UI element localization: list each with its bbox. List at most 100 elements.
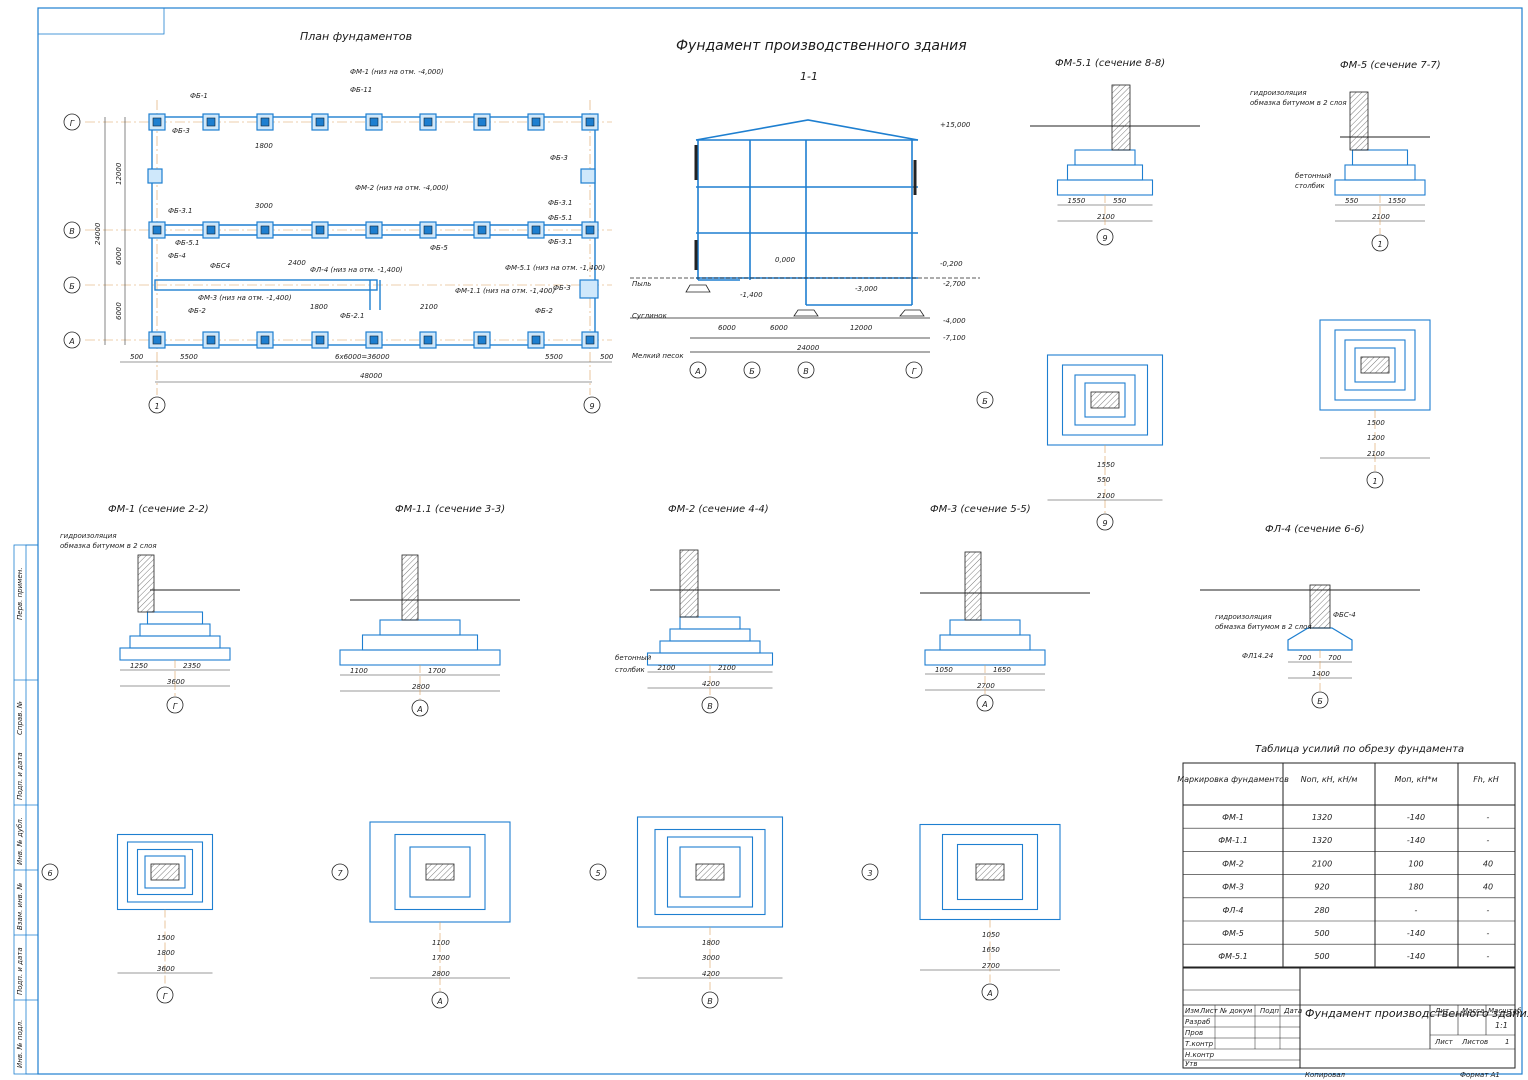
dim-label: 6000 [770,324,788,332]
table-cell: 920 [1314,883,1329,892]
dim-label: 550 [1097,476,1111,484]
axis-bubble [431,991,449,1009]
axis-bubble [981,983,999,1001]
column-section [1349,91,1369,151]
wall-block [1309,584,1331,629]
column-section [964,551,982,621]
plan-label: ФБ-3 [172,127,190,135]
foundation-plan-view: А 7 2800 1700 1100 [331,821,511,1009]
plan-label: ФБ-5 [430,244,448,252]
column-plan [1090,391,1120,409]
foundation-plan: Г В Б А 1 9 500 5500 6х6000=36000 5500 5… [63,68,614,414]
dim-label: 3000 [255,202,273,210]
dim-label: Б [982,397,988,406]
plan-label: ФБ-3.1 [168,207,193,215]
dim-label: 1100 [432,939,450,947]
column-socket [152,117,162,127]
note-label: столбик [615,666,646,674]
detail-title: ФМ-1.1 (сечение 3-3) [395,504,505,515]
foundation-plan-view: В 5 4200 3000 1800 [589,816,784,1009]
dim-label: 3600 [167,678,185,686]
dim-label: 12000 [115,162,123,185]
dim-label: 3000 [702,954,720,962]
plan-label: ФМ-2 (низ на отм. -4,000) [355,184,449,192]
plan-step [956,843,1024,901]
dim-label: 2100 [1372,213,1390,221]
foundation-plan-view: А 3 2700 1650 1050 [861,823,1061,1001]
column-socket [477,117,487,127]
plan-step [1084,382,1126,418]
column-socket [477,335,487,345]
dim-label: 1550 [1068,197,1086,205]
axis-label: А [694,367,700,376]
table-cell: -140 [1407,813,1425,822]
plan-step [654,828,766,916]
top-left-stamp [37,7,165,35]
axis-bubble [976,391,994,409]
note-label: столбик [1295,182,1326,190]
detail-title: ФМ-2 (сечение 4-4) [668,504,769,515]
plan-label: ФБ-1 [190,92,208,100]
table-cell: ФМ-2 [1222,859,1244,868]
dim-label: 2700 [982,962,1000,970]
detail-title: ФМ-1 (сечение 2-2) [108,504,209,515]
table-cell: 2100 [1312,859,1332,868]
plan-step [941,833,1039,911]
dim-label: А [436,997,442,1006]
dim-label: 24000 [797,344,820,352]
column-foundation [579,279,599,299]
dim-label: 1700 [432,954,450,962]
dim-label: 9 [1102,234,1107,243]
note-label: обмазка битумом в 2 слоя [60,542,157,550]
foundation-section [339,554,501,666]
table-title: Таблица усилий по обрезу фундамента [1255,743,1464,755]
column-socket [260,117,270,127]
dim-label: 700 [1298,654,1312,662]
foundation-plan-views: Г6360018001500А7280017001100В54200300018… [41,319,1431,1009]
sheet-frame [37,7,1523,1075]
dim-label: 5 [595,869,600,878]
detail-title: ФМ-3 (сечение 5-5) [930,504,1031,515]
table-cell: -140 [1407,952,1425,961]
column-socket [206,117,216,127]
plan-step [1334,329,1416,401]
title-block-name: Фундамент производственного здания [1305,1007,1528,1020]
note-label: гидроизоляция [60,532,117,540]
axis-bubble [589,863,607,881]
plan-label: ФМ-5.1 (низ на отм. -1,400) [505,264,606,272]
plan-step [136,848,194,896]
dim-label: 5500 [180,353,198,361]
dim-label: 2100 [1097,492,1115,500]
title-block-role: Утв [1185,1060,1197,1068]
strip-foundation [1200,584,1420,651]
elev-label: -7,100 [943,334,966,342]
soil-label: Мелкий песок [632,352,684,360]
axis-bubble [1096,228,1114,246]
plan-label: ФБ-3 [553,284,571,292]
dim-label: 1550 [1388,197,1406,205]
plan-label: ФБ-3.1 [548,238,573,246]
table-cell: - [1487,906,1490,915]
table-cell: -140 [1407,836,1425,845]
foundation-step [1066,164,1144,181]
note-label: ФЛ14.24 [1242,652,1273,660]
dim-label: 1100 [350,667,368,675]
side-stamp: Инв. № подл. Подп. и дата Взам. инв. № И… [13,544,39,1075]
axis-label: В [69,227,75,236]
elev-label: -3,000 [855,285,878,293]
column-socket [315,225,325,235]
table-cell: 1320 [1312,836,1332,845]
title-block-role: Н.контр [1185,1051,1215,1059]
foundation-step [939,634,1031,651]
column-socket [423,225,433,235]
foundation-plan-view: 9 Б 2100 550 1550 [976,354,1164,531]
table-cell: -140 [1407,929,1425,938]
side-stamp-text: Справ. № [16,701,24,735]
plan-step [1344,339,1406,391]
table-cell: 500 [1314,952,1329,961]
table-cell: 280 [1314,906,1329,915]
foundation-step [339,649,501,666]
dim-label: 6000 [718,324,736,332]
